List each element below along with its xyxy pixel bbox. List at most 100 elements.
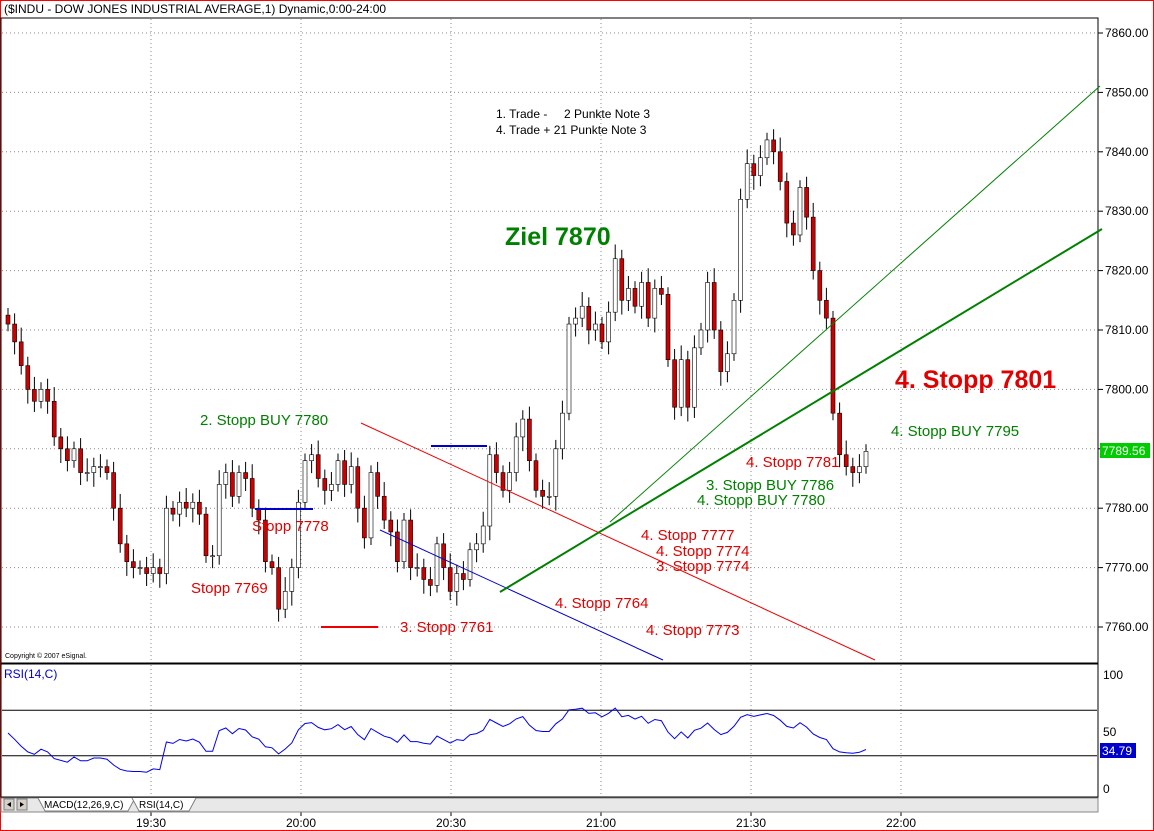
candle <box>104 459 110 480</box>
candle <box>685 350 691 422</box>
rsi-label: RSI(14,C) <box>4 667 57 681</box>
green-uptrend-line-thick[interactable] <box>499 228 1103 593</box>
arrow-right-icon <box>20 802 24 807</box>
candle <box>183 488 189 518</box>
chart-title: ($INDU - DOW JONES INDUSTRIAL AVERAGE,1)… <box>4 2 386 16</box>
last-price-value: 7789.56 <box>1102 444 1146 458</box>
candle <box>434 536 440 593</box>
note-trade-1: 1. Trade - 2 Punkte Note 3 <box>496 107 650 121</box>
candlestick-series[interactable] <box>5 129 869 622</box>
stop-7781-label: 4. Stopp 7781 <box>746 454 839 471</box>
candle <box>78 438 83 486</box>
candle <box>626 275 631 311</box>
candle <box>230 460 235 508</box>
candle <box>388 511 394 547</box>
grid <box>2 19 1097 796</box>
candle <box>32 376 37 412</box>
tab-rsi[interactable]: RSI(14,C) <box>131 797 197 812</box>
candle <box>711 268 717 339</box>
candle <box>414 553 420 577</box>
candle <box>513 422 519 482</box>
stop-buy-7786-label: 3. Stopp BUY 7786 <box>706 477 834 494</box>
candle <box>315 440 321 488</box>
tab-next-button[interactable] <box>16 798 28 811</box>
candle <box>705 271 710 343</box>
stop-7773-label: 4. Stopp 7773 <box>646 622 739 639</box>
candle <box>797 180 803 243</box>
red-downtrend-line[interactable] <box>360 422 876 661</box>
candle <box>612 244 618 322</box>
candle <box>751 154 757 190</box>
candle <box>758 145 763 187</box>
rsi-last-marker: 34.79 <box>1100 743 1136 758</box>
stop-7777-label: 4. Stopp 7777 <box>641 527 734 544</box>
candle <box>375 461 380 509</box>
candle <box>203 507 209 563</box>
candle <box>249 464 255 518</box>
candle <box>579 291 585 328</box>
candle <box>467 542 473 587</box>
trendlines[interactable] <box>255 85 1103 661</box>
candle <box>824 287 829 329</box>
copyright-text: Copyright © 2007 eSignal. <box>5 652 87 660</box>
tab-rsi-label: RSI(14,C) <box>139 800 183 811</box>
candle <box>157 558 163 588</box>
candle <box>744 149 750 209</box>
candle <box>731 293 737 361</box>
candle <box>764 132 770 165</box>
stop-buy-7780-label-2: 2. Stopp BUY 7780 <box>200 412 328 429</box>
candle <box>428 567 433 597</box>
candle <box>527 406 532 472</box>
candle <box>302 453 308 510</box>
y-tick-label: 7830.00 <box>1105 204 1149 218</box>
candle <box>45 378 50 414</box>
candle <box>150 553 156 583</box>
candle <box>12 313 17 355</box>
candle <box>223 463 229 499</box>
candle <box>777 137 783 191</box>
candle <box>111 461 116 521</box>
candle <box>586 297 592 345</box>
candle <box>137 560 143 575</box>
candle <box>210 545 215 569</box>
candle <box>652 279 658 333</box>
candle <box>725 341 730 383</box>
stop-7764-label: 4. Stopp 7764 <box>555 595 648 612</box>
rsi-tick-100: 100 <box>1103 668 1123 682</box>
candle <box>738 188 743 313</box>
candle <box>540 479 545 509</box>
candle <box>837 402 842 468</box>
note-trade-4: 4. Trade + 21 Punkte Note 3 <box>496 123 647 137</box>
candle <box>124 534 130 576</box>
tab-prev-button[interactable] <box>3 798 15 811</box>
candle <box>164 495 169 585</box>
candle <box>421 558 427 594</box>
tab-macd[interactable]: MACD(12,26,9,C) <box>37 797 136 812</box>
candle <box>573 307 578 337</box>
candle <box>843 440 849 476</box>
x-tick-label: 21:00 <box>586 816 616 830</box>
blue-downtrend-line[interactable] <box>379 529 664 661</box>
x-tick-label: 19:30 <box>136 816 166 830</box>
candle <box>784 172 790 238</box>
x-tick-label: 22:00 <box>886 816 916 830</box>
tab-strip: MACD(12,26,9,C) RSI(14,C) <box>0 797 1099 813</box>
candle <box>659 275 664 306</box>
y-tick-label: 7800.00 <box>1105 382 1149 396</box>
candle <box>606 301 611 355</box>
candle <box>791 210 796 246</box>
candle <box>322 469 328 505</box>
arrow-left-icon <box>7 802 11 807</box>
candle <box>718 321 724 386</box>
candle <box>678 345 684 417</box>
candle <box>520 410 526 452</box>
tab-macd-label: MACD(12,26,9,C) <box>44 800 123 811</box>
candle <box>533 453 539 498</box>
candle <box>177 491 182 527</box>
candle <box>474 533 479 563</box>
candle <box>190 493 196 523</box>
candle <box>863 444 869 474</box>
green-uptrend-line-thin[interactable] <box>609 85 1101 523</box>
candle <box>296 489 301 579</box>
candle <box>639 271 644 319</box>
